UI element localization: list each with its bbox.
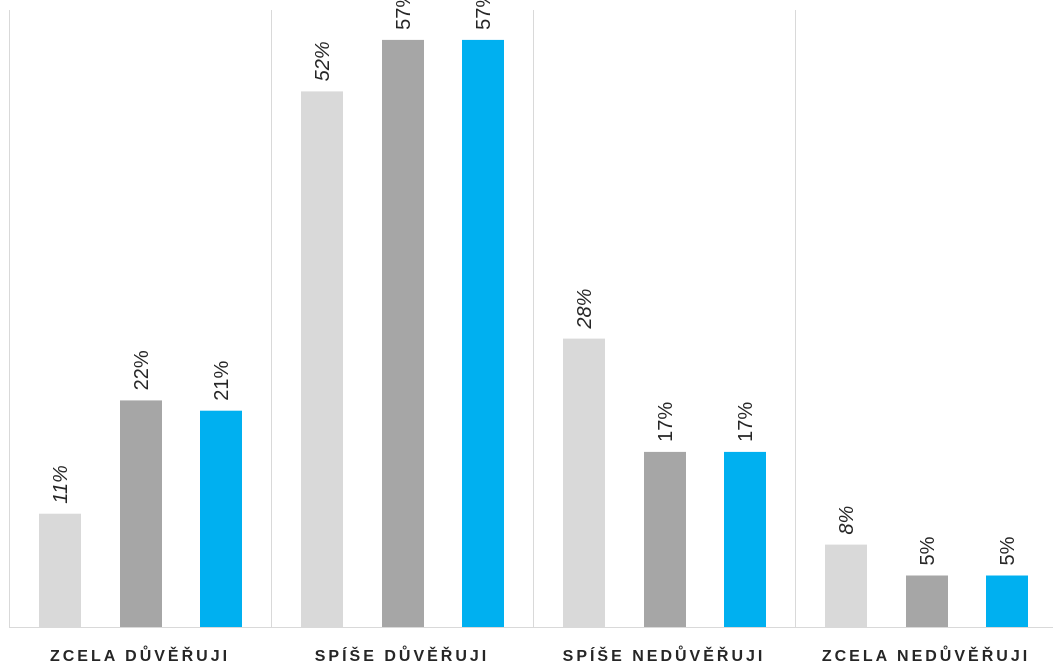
- bar: [563, 338, 605, 627]
- bar: [986, 575, 1028, 627]
- data-label: 21%: [211, 360, 233, 400]
- data-label: 17%: [735, 402, 757, 442]
- bar: [825, 544, 867, 627]
- data-label: 8%: [836, 506, 858, 535]
- bar: [120, 400, 162, 627]
- category-separators: [9, 10, 796, 627]
- bar: [382, 39, 424, 627]
- data-label: 11%: [50, 465, 72, 504]
- bar: [906, 575, 948, 627]
- bars-group: [39, 39, 1028, 627]
- bar: [301, 91, 343, 627]
- category-label: ZCELA NEDŮVĚŘUJI: [822, 645, 1030, 665]
- data-label: 57%: [473, 0, 495, 30]
- bar: [462, 39, 504, 627]
- category-labels-group: ZCELA DŮVĚŘUJI SPÍŠE DŮVĚŘUJI SPÍŠE NEDŮVĚ…: [50, 645, 1030, 665]
- category-label: SPÍŠE DŮVĚŘUJI: [315, 645, 489, 665]
- data-label: 5%: [997, 536, 1019, 565]
- bar: [644, 451, 686, 627]
- data-label: 28%: [574, 289, 596, 330]
- bar: [724, 451, 766, 627]
- data-label: 17%: [655, 402, 677, 442]
- data-label: 22%: [131, 350, 153, 390]
- category-label: ZCELA DŮVĚŘUJI: [50, 645, 230, 665]
- data-labels-group: 11% 22% 21% 52% 57% 57% 28% 17% 17% 8% 5% 5%: [50, 0, 1019, 566]
- data-label: 52%: [312, 41, 334, 81]
- bar: [39, 513, 81, 627]
- bar: [200, 410, 242, 627]
- category-label: SPÍŠE NEDŮVĚŘUJI: [563, 645, 766, 665]
- data-label: 5%: [917, 536, 939, 565]
- data-label: 57%: [393, 0, 415, 30]
